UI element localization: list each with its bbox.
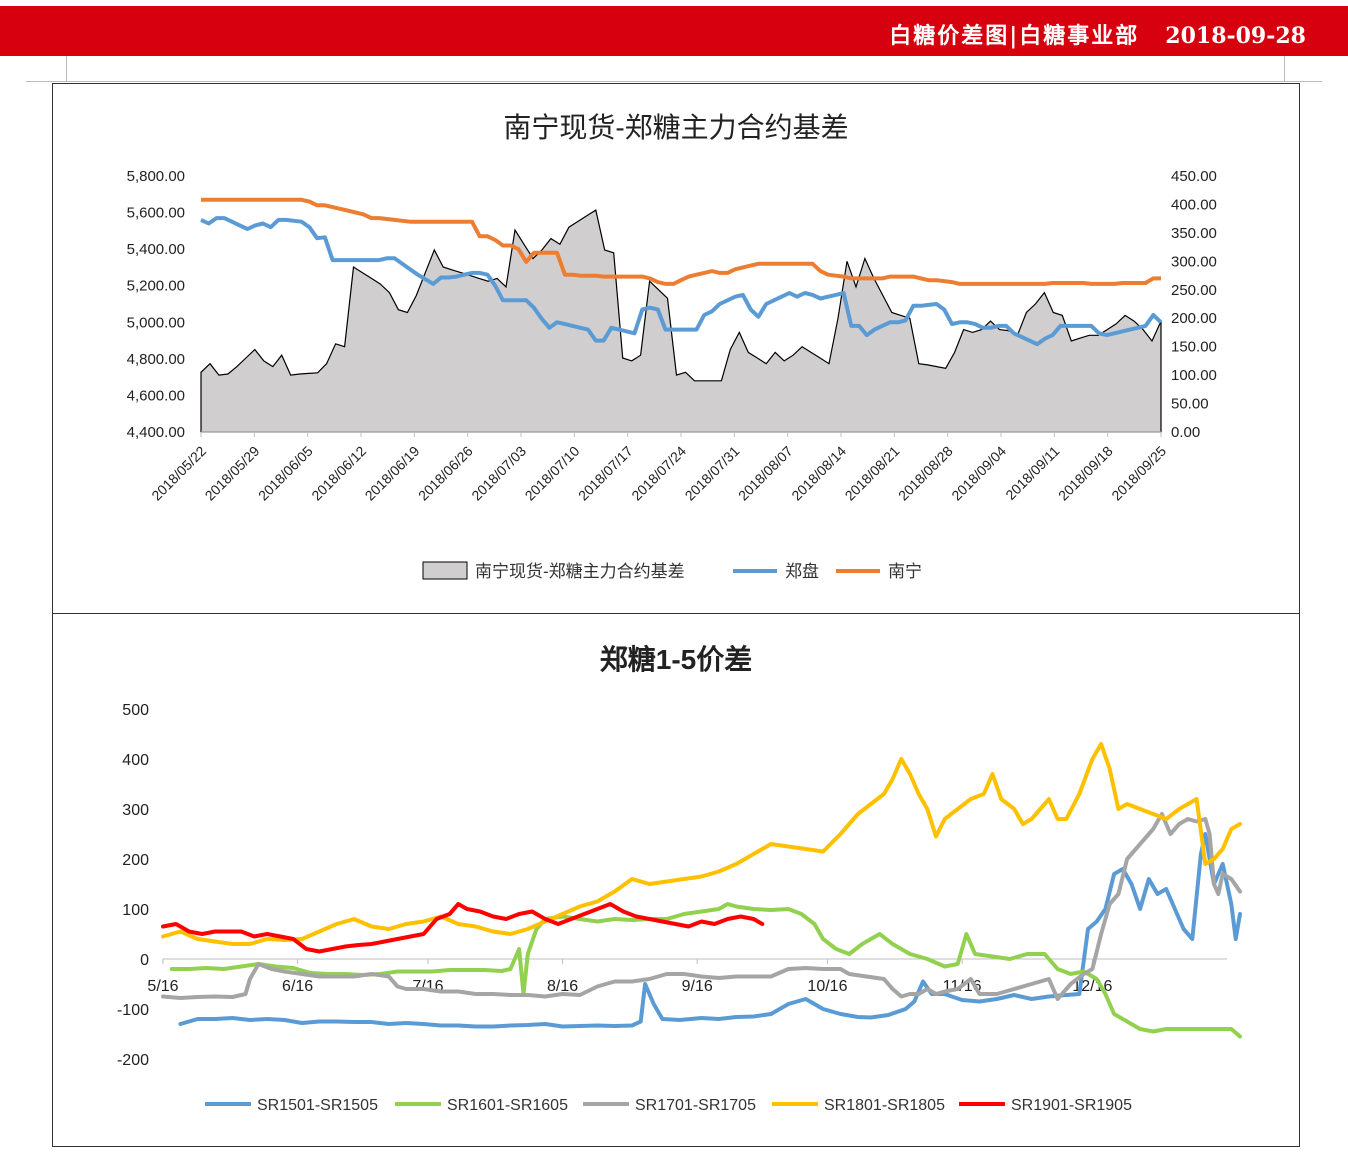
chart1-left-tick-label: 4,800.00 <box>127 351 185 368</box>
header-title: 白糖价差图|白糖事业部 <box>889 23 1140 49</box>
chart1-x-tick-label: 2018/08/28 <box>895 443 956 504</box>
chart2-title: 郑糖1-5价差 <box>600 643 752 675</box>
chart2-y-tick-label: 200 <box>122 852 149 869</box>
frame-left-tick <box>66 56 67 82</box>
chart2-y-tick-label: -200 <box>117 1052 149 1069</box>
chart2-series-line-sr1801-sr1805 <box>161 742 1242 946</box>
legend-nanning-label: 南宁 <box>888 562 922 581</box>
chart1-right-tick-label: 400.00 <box>1171 196 1217 213</box>
chart1-x-tick-label: 2018/08/14 <box>788 443 849 504</box>
chart1-x-tick-label: 2018/09/18 <box>1055 443 1116 504</box>
basis-chart-panel: 南宁现货-郑糖主力合约基差 4,400.00 4,600.00 4,800.00 5,0… <box>52 83 1300 615</box>
chart1-x-tick-label: 2018/07/03 <box>468 443 529 504</box>
chart1-right-tick-label: 50.00 <box>1171 396 1209 413</box>
chart1-x-tick-label: 2018/06/12 <box>308 443 369 504</box>
chart1-x-tick-label: 2018/07/17 <box>575 443 636 504</box>
spread-chart-panel: 郑糖1-5价差 -200 -100 0 100 200 300 400 500 5/16 6/16 7… <box>52 613 1300 1147</box>
chart2-y-tick-label: 100 <box>122 902 149 919</box>
chart1-nanning-line <box>201 197 1161 286</box>
chart1-x-tick-label: 2018/07/24 <box>628 443 689 504</box>
chart2-series-line-sr1901-sr1905 <box>161 902 765 954</box>
chart1-x-tick-label: 2018/07/31 <box>682 443 743 504</box>
chart1-left-tick-label: 5,200.00 <box>127 278 185 295</box>
chart1-right-tick-label: 300.00 <box>1171 253 1217 270</box>
chart1-x-tick-label: 2018/09/04 <box>948 443 1009 504</box>
legend-basis-swatch <box>422 561 468 580</box>
header-text: 白糖价差图|白糖事业部 2018-09-28 <box>889 18 1306 50</box>
chart2-x-tick-label: 5/16 <box>147 978 178 995</box>
chart1-basis-area <box>200 209 1162 433</box>
chart1-x-tick-label: 2018/08/21 <box>842 443 903 504</box>
chart2-x-tick-label: 9/16 <box>682 978 713 995</box>
chart1-x-tick-label: 2018/05/29 <box>202 443 263 504</box>
chart1-left-tick-label: 5,000.00 <box>127 314 185 331</box>
chart2-y-tick-label: 0 <box>140 952 149 969</box>
chart1-left-tick-label: 5,600.00 <box>127 205 185 222</box>
chart2-series-line-sr1601-sr1605 <box>169 902 1242 1039</box>
legend-sr1801-sr1805-label: SR1801-SR1805 <box>824 1097 945 1114</box>
basis-chart: 南宁现货-郑糖主力合约基差 4,400.00 4,600.00 4,800.00 5,0… <box>127 112 1217 581</box>
frame-right-tick <box>1284 56 1285 82</box>
chart1-x-tick-label: 2018/06/05 <box>255 443 316 504</box>
chart2-x-tick-label: 8/16 <box>547 978 578 995</box>
chart1-right-tick-label: 450.00 <box>1171 168 1217 185</box>
chart2-y-tick-label: 300 <box>122 802 149 819</box>
chart1-left-tick-label: 4,400.00 <box>127 424 185 441</box>
chart1-x-tick-label: 2018/09/25 <box>1108 443 1169 504</box>
chart2-x-tick-label: 6/16 <box>282 978 313 995</box>
chart1-x-tick-label: 2018/08/07 <box>735 443 796 504</box>
chart1-zhengpan-line <box>200 216 1163 347</box>
chart2-y-tick-label: 500 <box>122 702 149 719</box>
chart2-x-tick-label: 10/16 <box>807 978 847 995</box>
chart1-right-tick-label: 350.00 <box>1171 225 1217 242</box>
chart1-right-tick-label: 250.00 <box>1171 282 1217 299</box>
chart1-right-tick-label: 150.00 <box>1171 339 1217 356</box>
chart2-series-line-sr1701-sr1705 <box>161 812 1242 1001</box>
chart1-left-tick-label: 5,800.00 <box>127 168 185 185</box>
legend-sr1501-sr1505-label: SR1501-SR1505 <box>257 1097 378 1114</box>
chart1-right-tick-label: 0.00 <box>1171 424 1200 441</box>
chart1-x-tick-label: 2018/07/10 <box>522 443 583 504</box>
chart1-left-tick-label: 5,400.00 <box>127 241 185 258</box>
legend-basis-label: 南宁现货-郑糖主力合约基差 <box>475 562 685 581</box>
chart1-right-tick-label: 100.00 <box>1171 367 1217 384</box>
chart2-y-tick-label: 400 <box>122 752 149 769</box>
legend-sr1701-sr1705-label: SR1701-SR1705 <box>635 1097 756 1114</box>
chart1-x-tick-label: 2018/09/11 <box>1002 443 1062 503</box>
chart1-x-tick-label: 2018/06/26 <box>415 443 476 504</box>
frame-top-line <box>26 81 1322 82</box>
chart1-x-tick-label: 2018/06/19 <box>362 443 423 504</box>
chart1-left-tick-label: 4,600.00 <box>127 387 185 404</box>
legend-sr1601-sr1605-label: SR1601-SR1605 <box>447 1097 568 1114</box>
header-date: 2018-09-28 <box>1165 23 1306 49</box>
legend-zhengpan-label: 郑盘 <box>785 562 819 581</box>
chart2-series-line-sr1501-sr1505 <box>178 832 1242 1029</box>
header-bar: 白糖价差图|白糖事业部 2018-09-28 <box>0 6 1348 56</box>
chart2-y-tick-label: -100 <box>117 1002 149 1019</box>
chart1-x-tick-label: 2018/05/22 <box>148 443 209 504</box>
chart1-right-tick-label: 200.00 <box>1171 310 1217 327</box>
chart1-title: 南宁现货-郑糖主力合约基差 <box>503 112 848 143</box>
legend-sr1901-sr1905-label: SR1901-SR1905 <box>1011 1097 1132 1114</box>
